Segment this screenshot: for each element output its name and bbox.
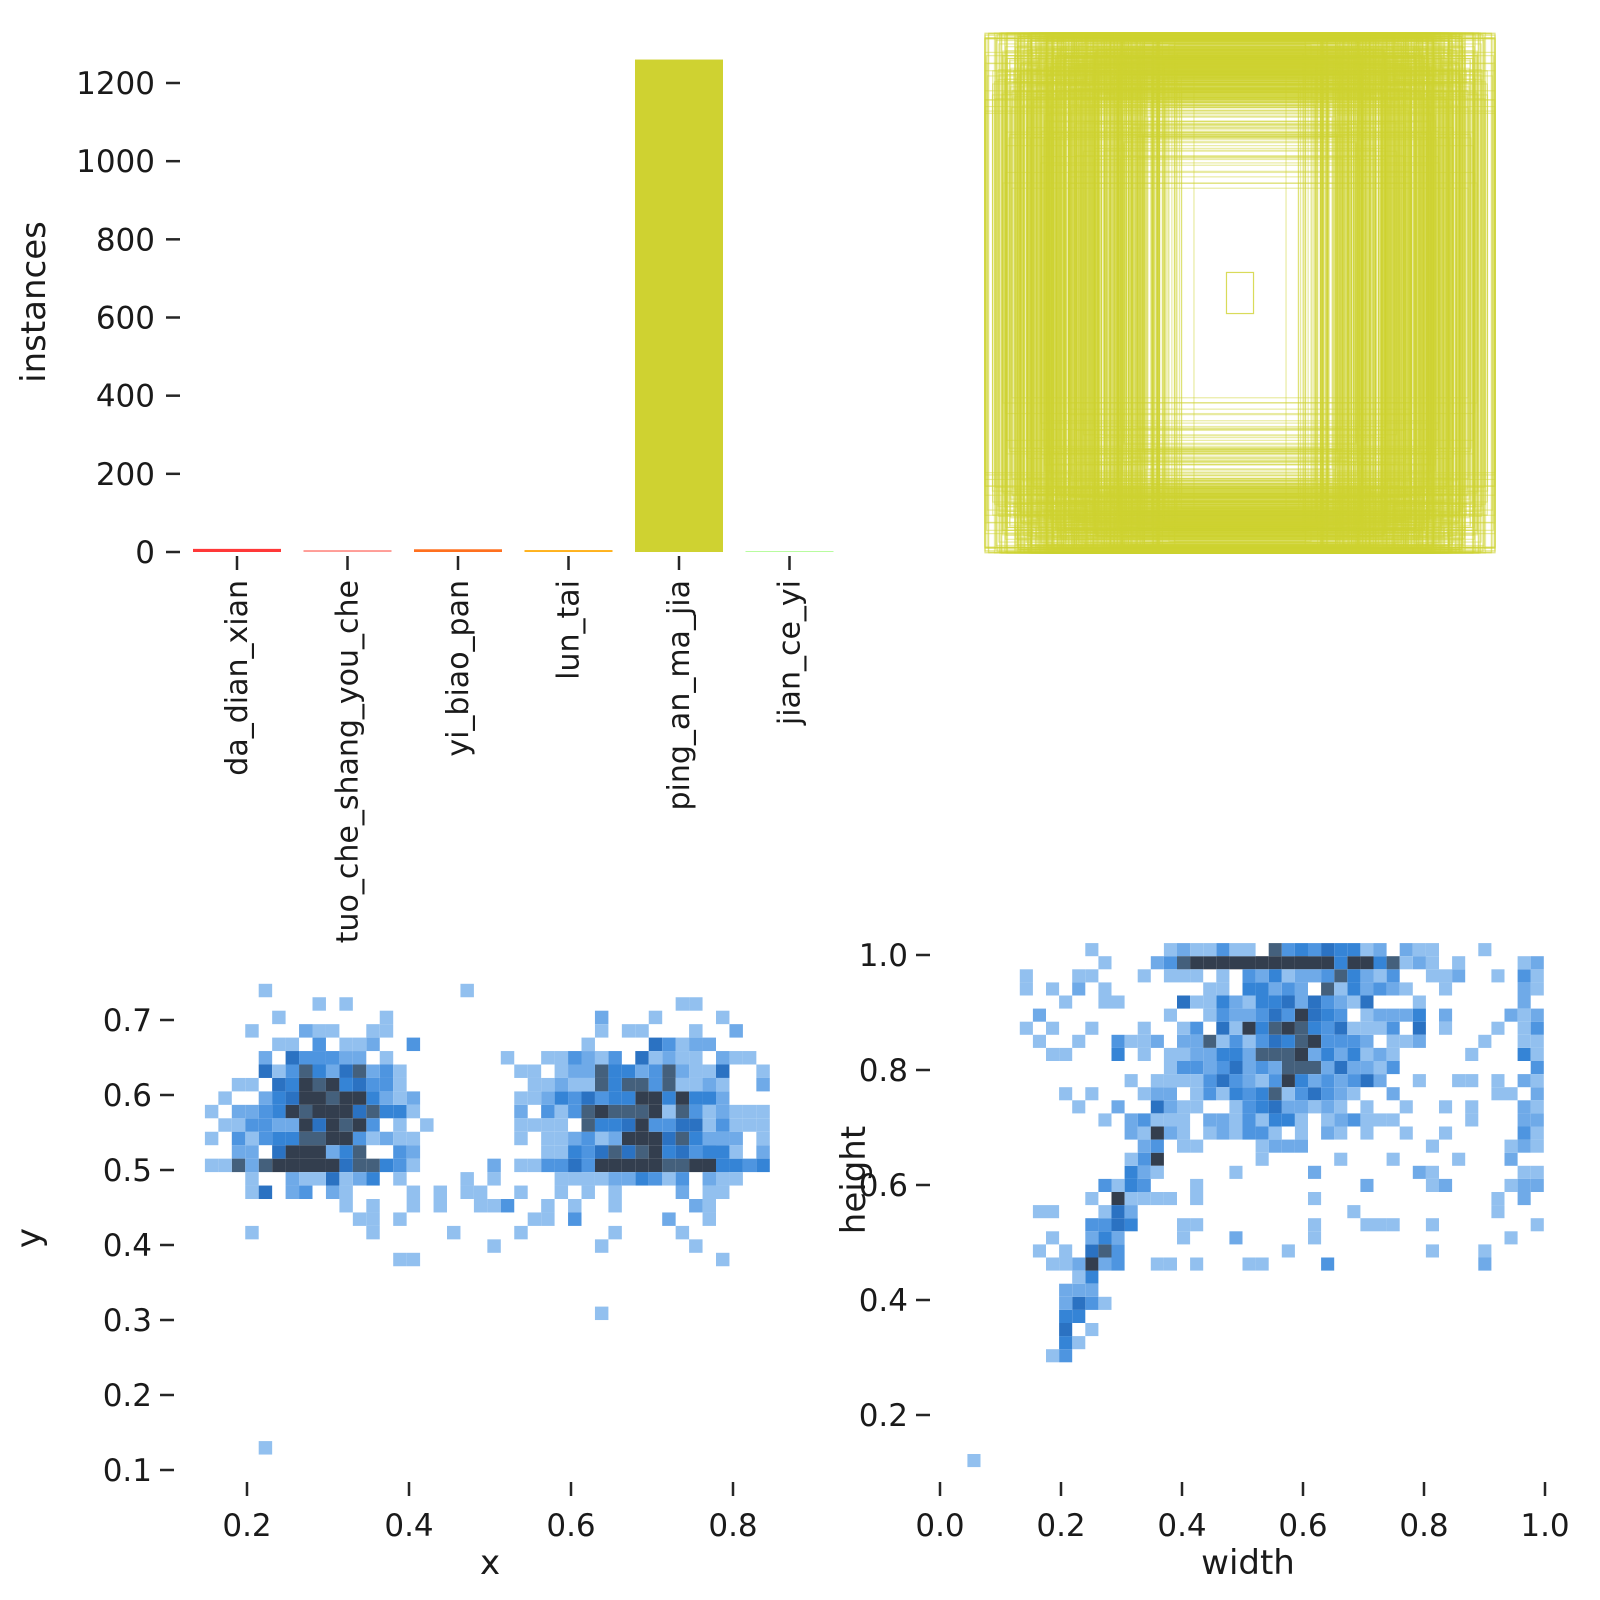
- y-tick-label: 0.2: [103, 1378, 152, 1414]
- bar-y-tick-label: 0: [135, 535, 155, 571]
- y-tick-label: 0.3: [103, 1303, 152, 1339]
- bar-y-tick-label: 800: [96, 222, 155, 258]
- bar-y-tick-label: 200: [96, 457, 155, 493]
- bar-y-tick-label: 1200: [76, 66, 155, 102]
- y-tick-label: 0.2: [859, 1398, 908, 1434]
- x-tick-label: 0.8: [708, 1508, 757, 1544]
- bar-x-tick-label-tuo_che_shang_you_che: tuo_che_shang_you_che: [331, 580, 366, 943]
- bar-x-tick-label-ping_an_ma_jia: ping_an_ma_jia: [662, 580, 697, 811]
- x-tick-label: 0.6: [1278, 1508, 1327, 1544]
- x-tick-label: 0.0: [915, 1508, 964, 1544]
- wh-y-axis-label: height: [834, 1126, 874, 1234]
- bar-tuo_che_shang_you_che: [303, 550, 392, 552]
- y-tick-label: 0.5: [103, 1153, 152, 1189]
- x-tick-label: 0.4: [384, 1508, 433, 1544]
- y-tick-label: 0.6: [103, 1078, 152, 1114]
- bar-x-tick-label-jian_ce_yi: jian_ce_yi: [773, 580, 808, 726]
- x-tick-label: 0.2: [222, 1508, 271, 1544]
- bar-y-axis-label: instances: [14, 221, 54, 383]
- y-tick-label: 0.1: [103, 1453, 152, 1489]
- x-tick-label: 1.0: [1520, 1508, 1569, 1544]
- x-tick-label: 0.4: [1157, 1508, 1206, 1544]
- bar-x-tick-label-lun_tai: lun_tai: [552, 580, 587, 680]
- y-tick-label: 0.4: [859, 1283, 908, 1319]
- bar-lun_tai: [524, 550, 613, 552]
- bar-chart-plot-area: 0 200 400 600 800 1000 1200 da_dian_xian tuo_che…: [76, 59, 834, 943]
- wh-size-histogram: width height 0.0 0.2 0.4 0.6 0.8 1.0 0.2 0.4 0.6…: [834, 938, 1570, 1583]
- bar-yi_biao_pan: [414, 549, 502, 552]
- xy-y-axis-label: y: [9, 1228, 49, 1248]
- y-tick-label: 0.4: [103, 1228, 152, 1264]
- bounding-boxes-group: [984, 32, 1496, 554]
- bar-ping_an_ma_jia: [635, 59, 723, 553]
- bar-x-tick-label-da_dian_xian: da_dian_xian: [220, 580, 255, 776]
- x-tick-label: 0.8: [1399, 1508, 1448, 1544]
- instances-bar-chart: instances 0 200 400 600 800 1000 1200 da_dian_x…: [14, 59, 834, 943]
- y-tick-label: 0.6: [859, 1168, 908, 1204]
- bar-da_dian_xian: [193, 548, 281, 552]
- x-tick-label: 0.6: [546, 1508, 595, 1544]
- xy-position-histogram: x y 0.2 0.4 0.6 0.8 0.1 0.2 0.3 0.4 0.5 0.6 0.7: [9, 983, 770, 1583]
- bounding-boxes-overlay: [984, 32, 1496, 554]
- wh-histogram-plot-area: 0.0 0.2 0.4 0.6 0.8 1.0 0.2 0.4 0.6 0.8 1.0: [859, 938, 1570, 1544]
- bar-y-tick-label: 400: [96, 379, 155, 415]
- wh-x-axis-label: width: [1201, 1543, 1295, 1583]
- y-tick-label: 0.8: [859, 1053, 908, 1089]
- bar-x-tick-label-yi_biao_pan: yi_biao_pan: [441, 580, 476, 757]
- x-tick-label: 0.2: [1036, 1508, 1085, 1544]
- bar-y-tick-label: 1000: [76, 144, 155, 180]
- y-tick-label: 1.0: [859, 938, 908, 974]
- y-tick-label: 0.7: [103, 1003, 152, 1039]
- xy-histogram-plot-area: 0.2 0.4 0.6 0.8 0.1 0.2 0.3 0.4 0.5 0.6 0.7: [103, 983, 770, 1544]
- bar-y-tick-label: 600: [96, 301, 155, 337]
- xy-x-axis-label: x: [480, 1543, 500, 1583]
